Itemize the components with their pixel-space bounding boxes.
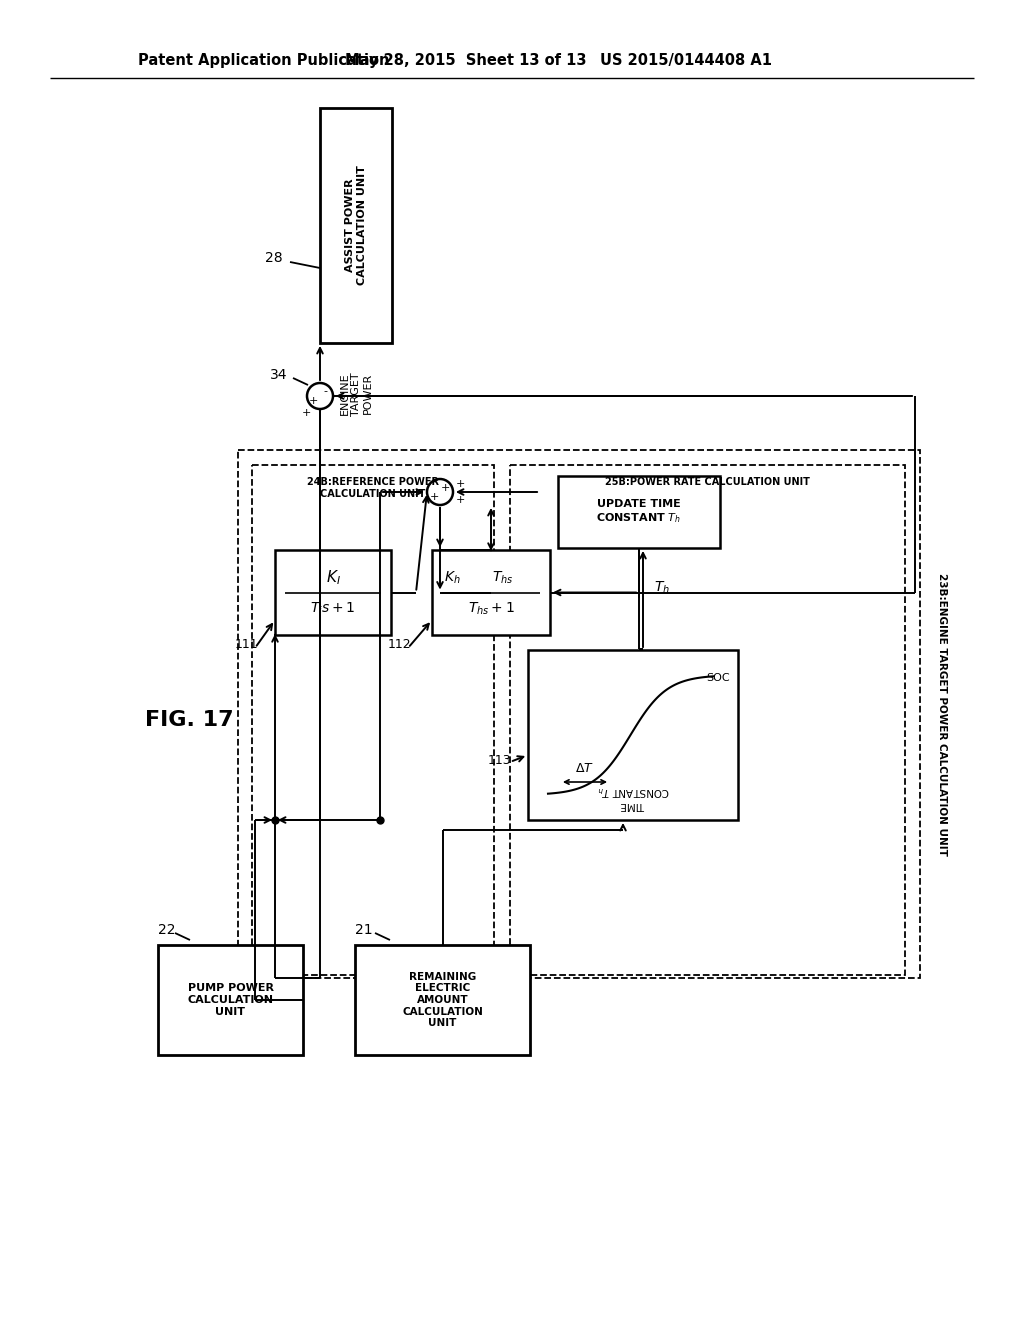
Text: 21: 21 <box>355 923 373 937</box>
Bar <box>432 550 550 635</box>
Text: 113: 113 <box>488 754 512 767</box>
Text: PUMP POWER
CALCULATION
UNIT: PUMP POWER CALCULATION UNIT <box>187 983 273 1016</box>
Text: $T_is+1$: $T_is+1$ <box>310 601 355 616</box>
Text: +: + <box>440 483 450 492</box>
Text: 34: 34 <box>270 368 288 381</box>
Circle shape <box>307 383 333 409</box>
Text: 24B:REFERENCE POWER
CALCULATION UNIT: 24B:REFERENCE POWER CALCULATION UNIT <box>307 477 439 499</box>
Bar <box>275 550 391 635</box>
Text: 111: 111 <box>234 639 259 652</box>
Text: FIG. 17: FIG. 17 <box>145 710 233 730</box>
Text: 112: 112 <box>388 639 412 652</box>
Text: +: + <box>456 479 465 488</box>
Text: 23B:ENGINE TARGET POWER CALCULATION UNIT: 23B:ENGINE TARGET POWER CALCULATION UNIT <box>937 573 947 855</box>
Bar <box>238 450 920 978</box>
Text: US 2015/0144408 A1: US 2015/0144408 A1 <box>600 53 772 67</box>
Bar <box>252 465 494 975</box>
Bar <box>510 465 905 975</box>
Text: +: + <box>456 495 465 506</box>
Text: REMAINING
ELECTRIC
AMOUNT
CALCULATION
UNIT: REMAINING ELECTRIC AMOUNT CALCULATION UN… <box>402 972 483 1028</box>
Text: $T_h$: $T_h$ <box>654 579 670 597</box>
Bar <box>158 945 303 1055</box>
Text: May 28, 2015  Sheet 13 of 13: May 28, 2015 Sheet 13 of 13 <box>345 53 587 67</box>
Circle shape <box>427 479 453 506</box>
Bar <box>528 649 738 820</box>
Text: $K_I$: $K_I$ <box>326 568 340 587</box>
Text: -: - <box>323 385 327 396</box>
Text: $K_h$: $K_h$ <box>443 569 461 586</box>
Text: 25B:POWER RATE CALCULATION UNIT: 25B:POWER RATE CALCULATION UNIT <box>605 477 810 487</box>
Text: Patent Application Publication: Patent Application Publication <box>138 53 389 67</box>
Bar <box>355 945 530 1055</box>
Text: SOC: SOC <box>707 673 730 682</box>
Bar <box>319 108 392 343</box>
Text: +: + <box>429 492 438 502</box>
Text: 28: 28 <box>265 251 283 265</box>
Text: TIME
CONSTANT $T_h$: TIME CONSTANT $T_h$ <box>597 784 670 810</box>
Text: +: + <box>308 396 317 407</box>
Text: $T_{hs}+1$: $T_{hs}+1$ <box>468 601 514 616</box>
Text: 22: 22 <box>158 923 175 937</box>
Text: ASSIST POWER
CALCULATION UNIT: ASSIST POWER CALCULATION UNIT <box>345 165 367 285</box>
Text: +: + <box>301 408 310 418</box>
Text: $\Delta T$: $\Delta T$ <box>575 762 595 775</box>
Text: ENGINE
TARGET
POWER: ENGINE TARGET POWER <box>339 372 373 416</box>
Text: UPDATE TIME
CONSTANT $T_h$: UPDATE TIME CONSTANT $T_h$ <box>596 499 682 525</box>
Bar <box>558 477 720 548</box>
Text: $T_{hs}$: $T_{hs}$ <box>493 569 514 586</box>
